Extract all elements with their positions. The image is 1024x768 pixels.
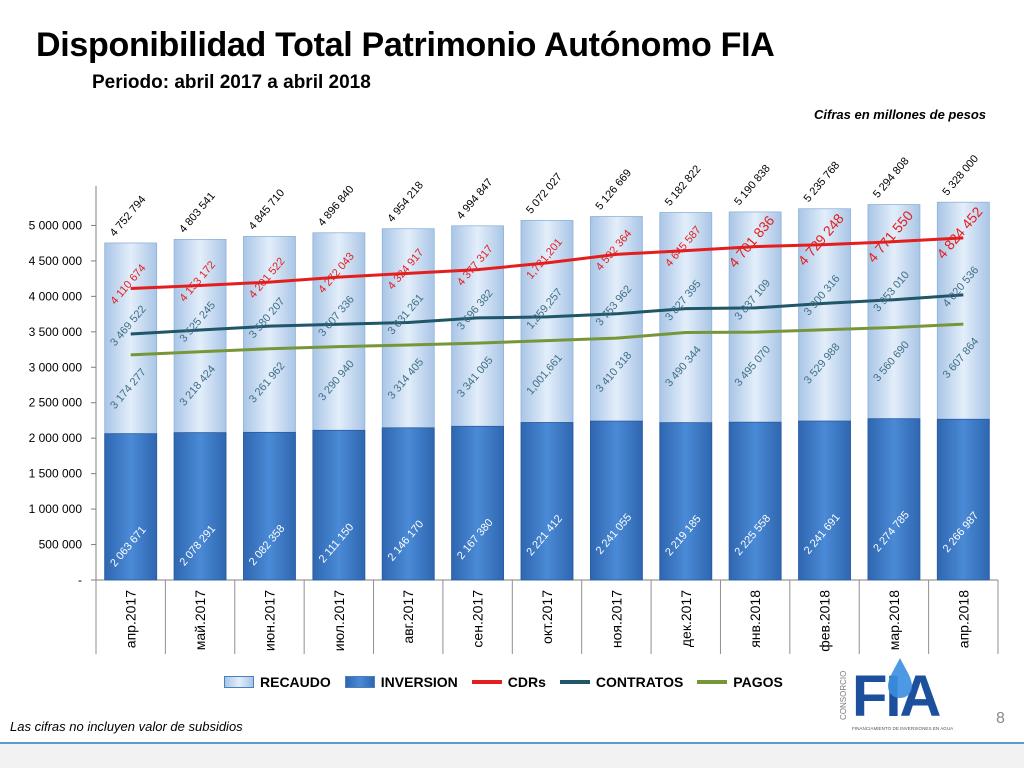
legend-swatch <box>471 680 502 684</box>
data-label-recaudo: 4 994 847 <box>455 177 496 222</box>
bar-inversion <box>867 418 921 581</box>
bar-inversion <box>589 420 643 581</box>
y-tick-label: 1 000 000 <box>29 502 83 516</box>
y-axis: - 500 000 1 000 000 1 500 000 2 000 000 2 500… <box>29 186 97 587</box>
y-tick-label: 2 000 000 <box>29 431 83 445</box>
line-cdrs <box>130 236 964 291</box>
x-tick-label: июл.2017 <box>331 590 347 651</box>
logo-tagline: FINANCIAMIENTO DE INVERSIONES EN AGUA <box>852 726 954 731</box>
data-label-recaudo: 4 845 710 <box>247 187 288 232</box>
bar-inversion <box>243 431 296 581</box>
data-label-recaudo: 4 896 840 <box>316 183 357 228</box>
data-label-recaudo: 5 126 669 <box>593 167 634 212</box>
bar-inversion <box>312 429 366 581</box>
legend-label: CDRs <box>507 674 546 690</box>
page-number: 8 <box>996 710 1005 727</box>
x-tick-label: авг.2017 <box>400 590 416 644</box>
bar-series <box>104 201 990 581</box>
y-tick-label: 4 000 000 <box>29 289 83 303</box>
data-label-recaudo: 5 182 822 <box>663 163 704 208</box>
legend-label: CONTRATOS <box>595 674 684 690</box>
y-tick-label: - <box>78 573 82 587</box>
legend-item-recaudo: RECAUDO <box>224 674 331 690</box>
legend-item-pagos: PAGOS <box>697 674 783 690</box>
page-title: Disponibilidad Total Patrimonio Autónomo… <box>36 26 775 64</box>
bar-inversion <box>104 433 158 581</box>
bottom-bar <box>0 744 1024 768</box>
x-tick-label: окт.2017 <box>539 590 555 644</box>
chart-legend: RECAUDO INVERSION CDRs CONTRATOS PAGOS <box>224 672 797 692</box>
line-contratos <box>130 293 964 336</box>
x-tick-label: апр.2017 <box>123 590 139 648</box>
data-label-recaudo: 5 294 808 <box>871 155 912 200</box>
legend-item-contratos: CONTRATOS <box>559 674 684 690</box>
logo-side-text: CONSORCIO <box>839 671 848 720</box>
data-label-recaudo: 4 752 794 <box>108 194 149 239</box>
legend-item-inversion: INVERSION <box>344 674 458 690</box>
line-pagos <box>130 322 964 357</box>
y-tick-label: 3 500 000 <box>29 325 83 339</box>
fia-logo: CONSORCIO FIA FINANCIAMIENTO DE INVERSIO… <box>839 658 954 731</box>
data-label-recaudo: 4 803 541 <box>177 190 218 235</box>
bar-inversion <box>173 432 227 581</box>
y-tick-label: 4 500 000 <box>29 254 83 268</box>
data-label-recaudo: 5 328 000 <box>940 153 981 198</box>
y-tick-label: 3 000 000 <box>29 360 83 374</box>
y-tick-label: 1 500 000 <box>29 467 83 481</box>
units-note: Cifras en millones de pesos <box>814 107 986 122</box>
legend-label: INVERSION <box>380 674 458 690</box>
x-tick-label: сен.2017 <box>470 590 486 648</box>
data-label-recaudo: 5 072 027 <box>524 171 565 216</box>
legend-swatch <box>559 680 590 684</box>
line-series <box>130 236 964 357</box>
bottom-rule <box>0 742 1024 744</box>
bar-inversion <box>659 422 713 581</box>
bar-inversion <box>381 427 435 581</box>
bar-inversion <box>451 425 505 581</box>
x-axis: апр.2017 май.2017 июн.2017 июл.2017 авг.2017… <box>95 579 999 654</box>
bar-inversion <box>728 421 782 581</box>
y-tick-label: 5 000 000 <box>29 218 83 232</box>
legend-label: RECAUDO <box>260 674 331 690</box>
y-tick-label: 2 500 000 <box>29 396 83 410</box>
bar-inversion <box>936 418 990 581</box>
footnote: Las cifras no incluyen valor de subsidio… <box>10 719 243 734</box>
page-subtitle: Periodo: abril 2017 a abril 2018 <box>92 72 371 93</box>
x-tick-label: фев.2018 <box>817 590 833 652</box>
legend-swatch <box>224 676 254 688</box>
data-label-recaudo: 4 954 218 <box>385 179 426 224</box>
bar-line-chart: - 500 000 1 000 000 1 500 000 2 000 000 2 500… <box>29 153 999 654</box>
legend-item-cdrs: CDRs <box>471 674 546 690</box>
legend-swatch <box>344 676 375 688</box>
x-tick-label: янв.2018 <box>747 590 763 648</box>
x-tick-label: мар.2018 <box>886 590 902 650</box>
x-tick-label: май.2017 <box>192 590 208 650</box>
x-tick-label: ноя.2017 <box>608 590 624 648</box>
bar-inversion <box>798 420 851 581</box>
x-tick-label: дек.2017 <box>678 590 694 647</box>
x-tick-label: апр.2018 <box>955 590 971 648</box>
data-label-recaudo: 5 235 768 <box>802 159 843 204</box>
bar-inversion <box>520 422 574 581</box>
y-tick-label: 500 000 <box>39 538 83 552</box>
x-tick-label: июн.2017 <box>261 590 277 651</box>
legend-label: PAGOS <box>733 674 783 690</box>
legend-swatch <box>697 680 728 684</box>
water-drop-icon <box>888 658 912 698</box>
data-label-recaudo: 5 190 838 <box>732 163 773 208</box>
